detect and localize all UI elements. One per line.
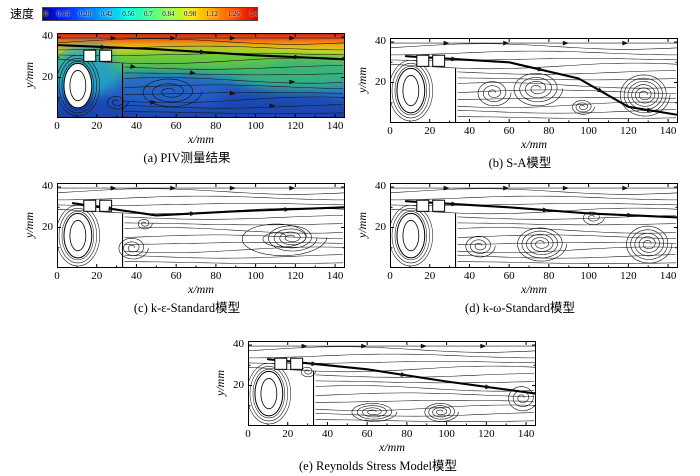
x-tick: 100 xyxy=(438,428,455,440)
x-tick: 40 xyxy=(321,428,333,440)
x-tick: 20 xyxy=(91,120,103,132)
x-tick: 140 xyxy=(517,428,535,440)
x-tick: 120 xyxy=(620,125,637,137)
x-tick: 60 xyxy=(361,428,373,440)
y-tick: 20 xyxy=(42,220,53,233)
x-tick: 20 xyxy=(424,270,436,282)
x-tick: 0 xyxy=(245,428,251,440)
y-tick: 40 xyxy=(375,35,386,48)
x-tick: 120 xyxy=(287,120,304,132)
x-tick: 100 xyxy=(580,125,597,137)
x-tick: 20 xyxy=(91,270,103,282)
x-tick: 140 xyxy=(326,120,344,132)
colorbar-tick: 0 xyxy=(44,9,48,18)
x-tick: 120 xyxy=(287,270,304,282)
x-tick: 20 xyxy=(282,428,294,440)
streamline-plot xyxy=(390,183,678,268)
streamline-plot xyxy=(248,341,536,426)
y-tick: 40 xyxy=(233,338,244,351)
y-tick: 20 xyxy=(375,220,386,233)
panel-b: y/mm 20 40 0 20 40 60 80 100 120 140 x/mm (b) S-… xyxy=(348,33,680,170)
x-tick: 40 xyxy=(130,270,142,282)
x-tick: 60 xyxy=(503,125,515,137)
x-tick: 80 xyxy=(543,270,555,282)
x-tick: 0 xyxy=(387,270,393,282)
x-axis-label: x/mm xyxy=(379,440,405,454)
y-tick: 40 xyxy=(42,30,53,43)
panel-e: y/mm 20 40 0 20 40 60 80 100 120 140 x/mm (e) Re… xyxy=(206,336,538,473)
colorbar-label: 速度 xyxy=(10,7,35,21)
colorbar-tick-labels: 0 0.14 0.28 0.42 0.56 0.7 0.84 0.98 1.12 1.26 1.4 xyxy=(44,8,258,20)
y-tick: 20 xyxy=(375,75,386,88)
colorbar-tick: 0.14 xyxy=(57,9,70,18)
panel-caption: (e) Reynolds Stress Model模型 xyxy=(299,459,457,473)
panel-a: y/mm 20 40 0 20 40 60 80 100 120 140 x/mm (a) PI… xyxy=(15,28,347,165)
x-tick: 100 xyxy=(580,270,597,282)
x-tick: 40 xyxy=(130,120,142,132)
colorbar-gradient: 0 0.14 0.28 0.42 0.56 0.7 0.84 0.98 1.12 1.26 1.4 xyxy=(42,6,259,21)
x-tick: 120 xyxy=(620,270,637,282)
x-tick: 80 xyxy=(543,125,555,137)
panel-d: y/mm 20 40 0 20 40 60 80 100 120 140 x/mm (d) k-… xyxy=(348,178,680,315)
x-axis-label: x/mm xyxy=(188,132,214,146)
colorbar-tick: 0.42 xyxy=(100,9,113,18)
x-tick: 140 xyxy=(326,270,344,282)
panel-caption: (b) S-A模型 xyxy=(488,156,552,170)
x-tick: 80 xyxy=(210,270,222,282)
y-tick: 40 xyxy=(42,180,53,193)
streamline-plot xyxy=(57,33,345,118)
x-tick: 140 xyxy=(659,270,677,282)
panel-caption: (c) k-ε-Standard模型 xyxy=(133,301,241,315)
y-tick: 20 xyxy=(42,70,53,83)
x-tick: 0 xyxy=(54,270,60,282)
x-tick: 120 xyxy=(478,428,495,440)
x-tick: 100 xyxy=(247,270,264,282)
streamline-plot xyxy=(57,183,345,268)
x-tick: 60 xyxy=(170,120,182,132)
colorbar-tick: 0.7 xyxy=(144,9,153,18)
y-tick: 40 xyxy=(375,180,386,193)
colorbar: 速度 0 0.14 0.28 0.42 0.56 0.7 0.84 0.98 1.12 1.26 1… xyxy=(10,5,259,22)
x-tick: 40 xyxy=(463,270,475,282)
colorbar-tick: 1.4 xyxy=(249,9,259,18)
x-tick: 80 xyxy=(401,428,413,440)
x-tick: 0 xyxy=(387,125,393,137)
x-tick: 20 xyxy=(424,125,436,137)
x-tick: 80 xyxy=(210,120,222,132)
x-tick: 40 xyxy=(463,125,475,137)
x-axis-label: x/mm xyxy=(521,282,547,296)
colorbar-tick: 1.12 xyxy=(205,9,219,18)
y-tick: 20 xyxy=(233,378,244,391)
colorbar-tick: 0.84 xyxy=(162,9,175,18)
panel-caption: (a) PIV测量结果 xyxy=(143,151,231,165)
x-tick: 140 xyxy=(659,125,677,137)
colorbar-tick: 1.26 xyxy=(227,9,240,18)
streamline-plot xyxy=(390,38,678,123)
x-tick: 60 xyxy=(170,270,182,282)
x-axis-label: x/mm xyxy=(521,137,547,151)
x-axis-label: x/mm xyxy=(188,282,214,296)
panel-c: y/mm 20 40 0 20 40 60 80 100 120 140 x/mm (c) k-… xyxy=(15,178,347,315)
colorbar-tick: 0.56 xyxy=(122,9,135,18)
x-tick: 0 xyxy=(54,120,60,132)
x-tick: 100 xyxy=(247,120,264,132)
panel-caption: (d) k-ω-Standard模型 xyxy=(465,301,575,315)
colorbar-tick: 0.98 xyxy=(184,9,197,18)
x-tick: 60 xyxy=(503,270,515,282)
colorbar-tick: 0.28 xyxy=(78,9,92,18)
